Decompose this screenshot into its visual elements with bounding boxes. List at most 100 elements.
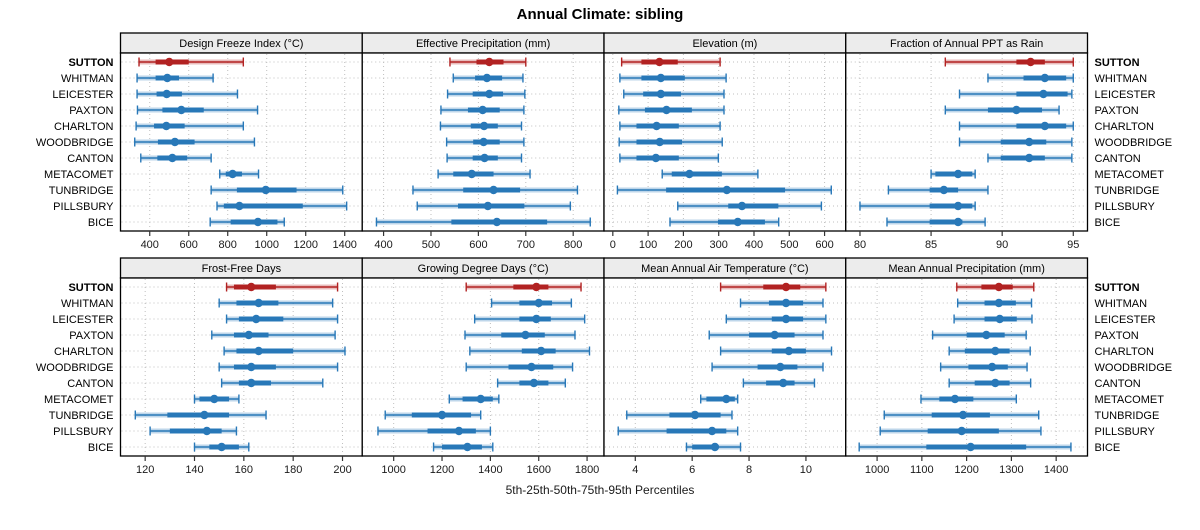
site-label-left: WOODBRIDGE (36, 362, 114, 374)
median-dot (987, 362, 997, 372)
median-dot (527, 362, 536, 372)
median-dot (994, 298, 1004, 308)
site-label-right: METACOMET (1095, 169, 1165, 181)
median-dot (254, 346, 263, 356)
median-dot (254, 298, 263, 308)
site-label-right: CHARLTON (1095, 346, 1155, 358)
median-dot (437, 410, 447, 420)
median-dot (655, 137, 664, 147)
median-dot (710, 442, 720, 452)
site-label-left: CANTON (67, 378, 113, 390)
axis-tick-label: 4 (632, 464, 638, 476)
axis-tick-label: 700 (517, 239, 535, 251)
axis-tick-label: 1800 (575, 464, 599, 476)
axis-tick-label: 120 (136, 464, 154, 476)
median-dot (261, 185, 270, 195)
site-label-left: CANTON (67, 153, 113, 165)
median-dot (200, 410, 209, 420)
median-dot (247, 362, 256, 372)
median-dot (521, 330, 530, 340)
axis-tick-label: 0 (610, 239, 616, 251)
site-label-right: PAXTON (1095, 105, 1139, 117)
axis-tick-label: 1100 (910, 464, 934, 476)
median-dot (707, 426, 717, 436)
median-dot (482, 73, 492, 83)
median-dot (957, 426, 966, 436)
panel-strip-label: Effective Precipitation (mm) (416, 38, 550, 50)
median-dot (778, 378, 788, 388)
median-dot (228, 169, 237, 179)
median-dot (722, 394, 731, 404)
axis-tick-label: 1000 (381, 464, 405, 476)
median-dot (479, 121, 489, 131)
axis-tick-label: 1000 (254, 239, 278, 251)
site-label-right: PILLSBURY (1095, 426, 1156, 438)
median-dot (662, 105, 671, 115)
site-label-left: CHARLTON (54, 121, 114, 133)
axis-tick-label: 180 (284, 464, 302, 476)
panel-strip-label: Mean Annual Precipitation (mm) (888, 263, 1045, 275)
median-dot (733, 217, 742, 227)
median-dot (244, 330, 253, 340)
axis-tick-label: 400 (141, 239, 159, 251)
median-dot (479, 137, 488, 147)
median-dot (247, 282, 256, 292)
median-dot (1012, 105, 1021, 115)
axis-tick-label: 6 (689, 464, 695, 476)
median-dot (953, 169, 963, 179)
median-dot (966, 442, 975, 452)
axis-tick-label: 800 (564, 239, 582, 251)
site-label-right: PAXTON (1095, 330, 1139, 342)
axis-tick-label: 300 (710, 239, 728, 251)
axis-tick-label: 1600 (526, 464, 550, 476)
percentile-caption: 5th-25th-50th-75th-95th Percentiles (505, 483, 695, 497)
median-dot (163, 73, 172, 83)
median-dot (529, 378, 539, 388)
median-dot (162, 121, 171, 131)
median-dot (476, 394, 485, 404)
axis-tick-label: 800 (219, 239, 237, 251)
median-dot (1024, 137, 1034, 147)
axis-tick-label: 90 (996, 239, 1008, 251)
median-dot (247, 378, 256, 388)
median-dot (776, 362, 785, 372)
median-dot (202, 426, 212, 436)
median-dot (651, 153, 661, 163)
median-dot (939, 185, 949, 195)
axis-tick-label: 1400 (332, 239, 356, 251)
panel-strip-label: Growing Degree Days (°C) (418, 263, 549, 275)
site-label-right: SUTTON (1095, 57, 1140, 69)
median-dot (454, 426, 464, 436)
median-dot (781, 314, 791, 324)
median-dot (485, 57, 494, 67)
median-dot (532, 314, 541, 324)
median-dot (958, 410, 968, 420)
median-dot (953, 217, 963, 227)
site-label-left: SUTTON (68, 57, 113, 69)
median-dot (177, 105, 186, 115)
axis-tick-label: 85 (925, 239, 937, 251)
axis-tick-label: 600 (815, 239, 833, 251)
median-dot (235, 201, 244, 211)
axis-tick-label: 100 (639, 239, 657, 251)
median-dot (652, 121, 661, 131)
axis-tick-label: 1300 (999, 464, 1023, 476)
axis-tick-label: 500 (422, 239, 440, 251)
site-label-right: SUTTON (1095, 282, 1140, 294)
median-dot (478, 105, 487, 115)
panel-strip-label: Design Freeze Index (°C) (179, 38, 303, 50)
median-dot (492, 217, 502, 227)
site-label-right: WHITMAN (1095, 73, 1148, 85)
site-label-left: SUTTON (68, 282, 113, 294)
site-label-right: PILLSBURY (1095, 201, 1156, 213)
axis-tick-label: 8 (746, 464, 752, 476)
median-dot (485, 89, 494, 99)
site-label-left: LEICESTER (52, 314, 113, 326)
site-label-left: WHITMAN (61, 73, 114, 85)
median-dot (982, 330, 991, 340)
site-label-right: BICE (1095, 217, 1121, 229)
site-label-right: METACOMET (1095, 394, 1165, 406)
median-dot (463, 442, 472, 452)
median-dot (251, 314, 261, 324)
site-label-right: BICE (1095, 442, 1121, 454)
